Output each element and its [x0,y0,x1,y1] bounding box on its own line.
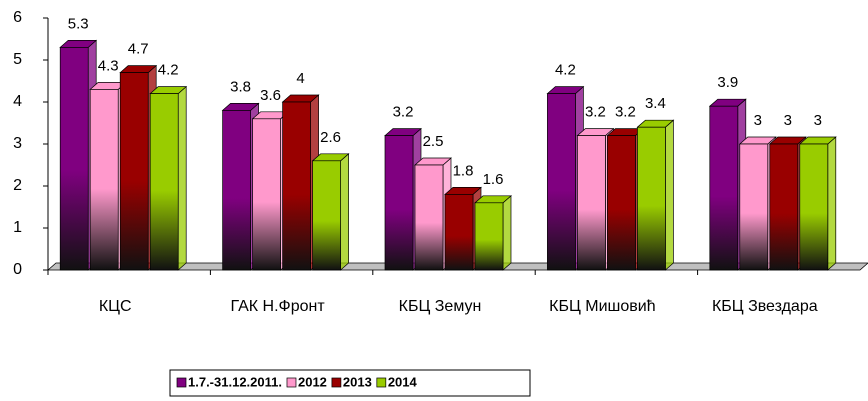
bar-side [177,85,187,271]
bar-front [384,135,414,271]
value-label: 3.8 [230,78,251,95]
value-label: 4.2 [555,62,576,79]
y-tick-label: 2 [13,177,22,194]
bar-front [739,143,769,271]
value-label: 4.3 [98,57,119,74]
value-label: 3 [754,112,762,129]
bar-side [665,119,674,271]
bar-front [474,202,504,271]
bar-front [282,101,311,271]
bar-side [827,136,837,271]
bar-front [607,135,636,271]
legend-label: 2013 [343,374,372,389]
y-tick-label: 3 [13,135,22,152]
value-label: 1.6 [483,171,504,188]
bar [311,153,350,271]
value-label: 5.3 [68,15,89,32]
value-label: 4.2 [158,62,179,79]
x-tick-label: КБЦ Мишовић [549,298,655,315]
bar-front [637,126,666,271]
bar-front [414,164,444,271]
y-tick-label: 1 [13,219,22,236]
value-label: 3.2 [393,104,414,121]
bar [474,195,512,271]
bar [636,119,675,271]
legend: 1.7.-31.12.2011. 2012 2013 2014 [169,369,531,397]
value-label: 1.8 [453,162,474,179]
value-label: 3 [814,112,822,129]
bar [798,136,837,271]
bar-front [799,143,829,271]
y-tick-label: 0 [13,261,22,278]
value-label: 3.9 [717,74,738,91]
value-label: 2.5 [423,133,444,150]
value-label: 4.7 [128,41,149,58]
bar-front [59,47,89,271]
bar-side [502,195,512,271]
bar-front [222,110,251,271]
x-tick-label: КЦС [99,298,132,315]
value-label: 3.6 [260,87,281,104]
legend-swatch [331,377,342,388]
value-label: 3.4 [645,95,666,112]
bar-front [119,72,149,271]
bar-front [547,93,576,271]
y-tick-label: 6 [13,9,22,26]
value-label: 3.2 [585,104,606,121]
bar-front [149,93,179,271]
bar [149,85,188,271]
legend-swatch [376,377,387,388]
bar-front [89,89,119,271]
y-tick-label: 5 [13,51,22,68]
y-tick-label: 4 [13,93,22,110]
bar-front [252,118,281,271]
bar-front [577,135,606,271]
legend-label: 1.7.-31.12.2011. [188,374,282,389]
bar-front [709,105,739,271]
legend-swatch [176,377,187,388]
x-tick-label: КБЦ Земун [399,298,482,315]
bar-front [312,160,341,271]
value-label: 2.6 [320,129,341,146]
value-label: 3 [784,112,792,129]
legend-box [169,369,531,397]
bar-side [340,153,349,271]
bar-front [769,143,799,271]
bar-front [444,194,474,271]
value-label: 4 [296,70,304,87]
x-tick-label: КБЦ Звездара [712,298,818,315]
legend-swatch [286,377,297,388]
legend-label: 2014 [388,374,418,389]
legend-label: 2012 [298,374,327,389]
value-label: 3.2 [615,104,636,121]
x-tick-label: ГАК Н.Фронт [231,298,326,315]
